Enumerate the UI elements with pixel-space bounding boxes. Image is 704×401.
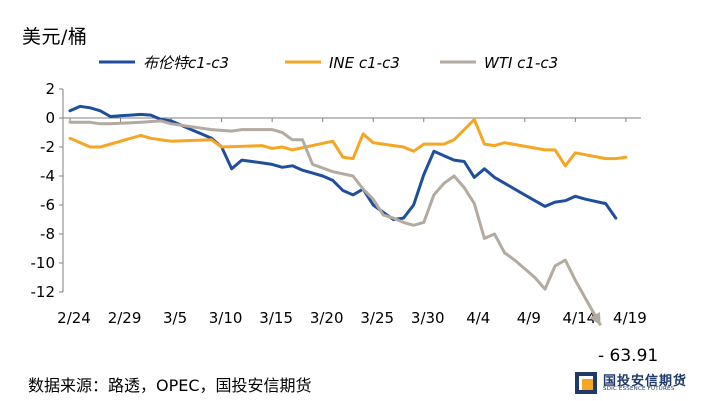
- x-tick-label: 3/5: [163, 309, 187, 327]
- y-tick-label: -6: [40, 196, 55, 214]
- y-tick-label: 2: [45, 80, 55, 98]
- x-tick-label: 4/9: [517, 309, 541, 327]
- logo-text-en: SDIC ESSENCE FUTURES: [603, 386, 675, 392]
- wti-plunge-arrowhead: [589, 311, 601, 326]
- x-tick-label: 3/10: [209, 309, 243, 327]
- company-logo: 国投安信期货 SDIC ESSENCE FUTURES: [565, 369, 700, 397]
- logo-mark-icon: [575, 372, 597, 394]
- chart-series: [68, 104, 628, 327]
- x-tick-label: 4/19: [613, 309, 647, 327]
- y-tick-label: -4: [40, 167, 55, 185]
- y-tick-label: -10: [31, 254, 56, 272]
- x-tick-label: 3/15: [259, 309, 293, 327]
- x-tick-label: 3/25: [360, 309, 394, 327]
- legend-label-wti: WTI c1-c3: [484, 54, 558, 72]
- x-tick-label: 2/29: [108, 309, 142, 327]
- wti-extreme-value-annotation: - 63.91: [598, 346, 659, 366]
- x-tick-label: 4/14: [563, 309, 597, 327]
- legend-label-ine: INE c1-c3: [329, 54, 400, 72]
- y-tick-label: -2: [40, 138, 55, 156]
- logo-text-cn: 国投安信期货: [603, 374, 688, 389]
- y-tick-label: -12: [31, 283, 56, 301]
- x-tick-label: 3/30: [411, 309, 445, 327]
- x-tick-label: 4/4: [466, 309, 490, 327]
- series-line-wti: [68, 119, 577, 291]
- legend-label-brent: 布伦特c1-c3: [143, 54, 229, 72]
- y-tick-label: 0: [45, 109, 55, 127]
- x-tick-label: 3/20: [310, 309, 344, 327]
- y-axis-unit-label: 美元/桶: [22, 26, 88, 48]
- data-source-note: 数据来源：路透，OPEC，国投安信期货: [28, 376, 312, 395]
- series-line-ine: [68, 118, 628, 168]
- y-tick-label: -8: [40, 225, 55, 243]
- chart-legend: 布伦特c1-c3 INE c1-c3 WTI c1-c3: [99, 54, 558, 72]
- series-line-brent: [68, 104, 618, 221]
- x-tick-label: 2/24: [57, 309, 91, 327]
